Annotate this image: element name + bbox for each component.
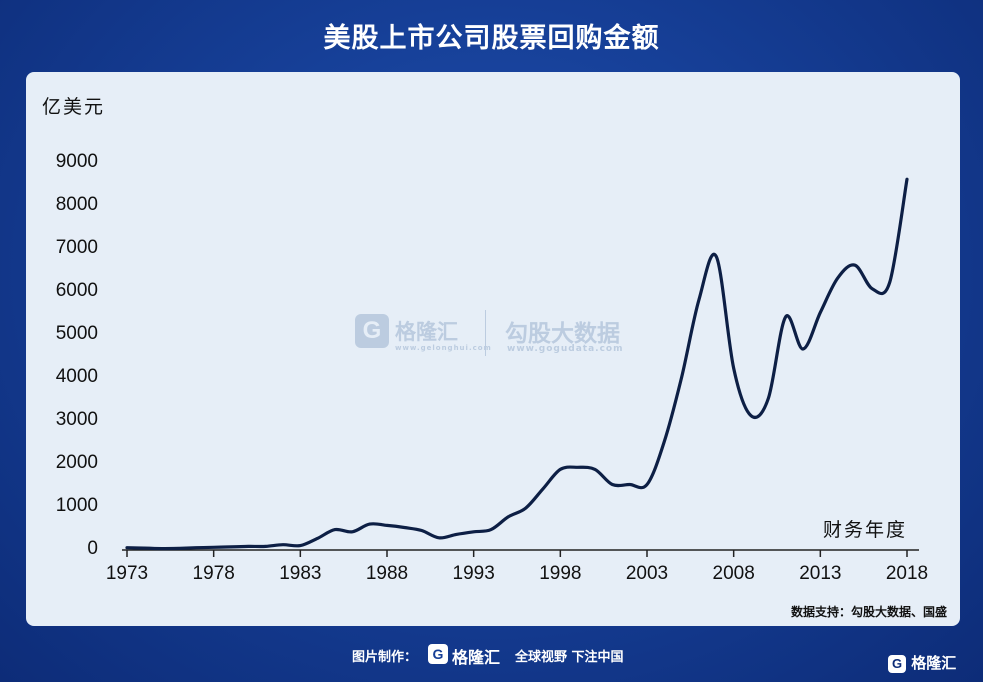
watermark-url: www.gelonghui.com: [395, 344, 492, 352]
y-tick-label: 8000: [55, 194, 98, 215]
footer-label: 图片制作：: [352, 650, 418, 665]
x-tick-label: 1973: [105, 563, 149, 584]
x-tick-label: 1993: [452, 563, 495, 584]
x-tick-label: 2003: [625, 563, 669, 584]
watermark: G 格隆汇 www.gelonghui.com 勾股大数据 www.goguda…: [355, 306, 645, 362]
data-source: 数据支持：勾股大数据、国盛: [790, 605, 947, 619]
y-tick-label: 2000: [55, 452, 98, 473]
series-line: [125, 177, 909, 551]
y-tick-label: 7000: [55, 237, 98, 258]
x-tick-label: 1998: [539, 563, 582, 584]
footer-slogan: 全球视野 下注中国: [515, 650, 624, 665]
y-tick-label: 9000: [55, 151, 98, 172]
corner-logo-name: 格隆汇: [911, 654, 957, 672]
corner-logo: G 格隆汇: [888, 652, 956, 673]
y-axis-label: 亿美元: [42, 96, 106, 118]
footer-logo-icon: G: [428, 644, 448, 664]
y-tick-label: 4000: [55, 366, 98, 387]
y-tick-label: 6000: [55, 280, 98, 301]
x-tick-label: 2013: [799, 563, 842, 584]
footer-logo-name: 格隆汇: [452, 648, 501, 667]
corner-logo-icon: G: [888, 654, 906, 673]
x-tick-label: 1978: [192, 563, 235, 584]
x-tick-label: 2018: [885, 563, 929, 584]
y-tick-label: 0: [87, 538, 98, 559]
y-tick-label: 5000: [55, 323, 98, 344]
watermark-logo-icon: G: [355, 314, 389, 348]
watermark-name: 格隆汇: [395, 320, 458, 344]
footer: 图片制作： G 格隆汇 全球视野 下注中国: [0, 644, 983, 667]
chart-title: 美股上市公司股票回购金额: [323, 23, 660, 54]
y-tick-label: 3000: [55, 409, 98, 430]
x-tick-label: 1983: [279, 563, 322, 584]
watermark-divider: [485, 310, 486, 356]
x-axis-tick-marks: [126, 550, 908, 557]
x-tick-label: 1988: [365, 563, 409, 584]
x-tick-label: 2008: [712, 563, 755, 584]
watermark-name-secondary: 勾股大数据: [505, 321, 620, 347]
x-axis-label: 财务年度: [823, 519, 908, 541]
y-tick-label: 1000: [55, 495, 98, 516]
watermark-url-secondary: www.gogudata.com: [507, 344, 624, 354]
